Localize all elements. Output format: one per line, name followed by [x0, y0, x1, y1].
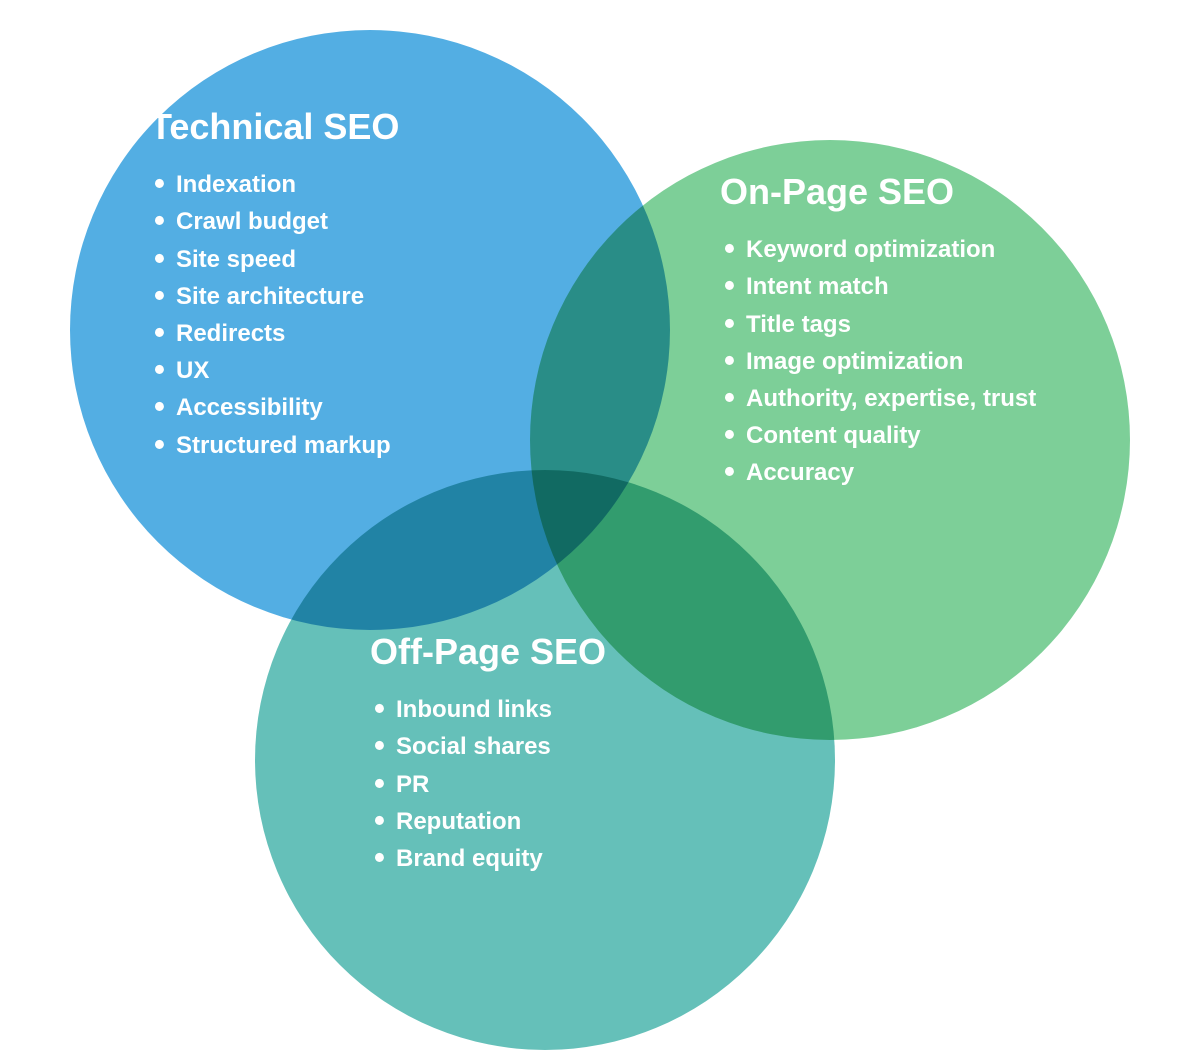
list-item: Reputation: [370, 803, 710, 840]
venn-list-onpage: Keyword optimizationIntent matchTitle ta…: [720, 231, 1080, 491]
venn-title-onpage: On-Page SEO: [720, 170, 1080, 213]
list-item: Image optimization: [720, 343, 1080, 380]
list-item: Structured markup: [150, 427, 510, 464]
list-item: Site architecture: [150, 278, 510, 315]
venn-list-technical: IndexationCrawl budgetSite speedSite arc…: [150, 166, 510, 464]
list-item: PR: [370, 766, 710, 803]
venn-list-offpage: Inbound linksSocial sharesPRReputationBr…: [370, 691, 710, 877]
list-item: Intent match: [720, 268, 1080, 305]
list-item: UX: [150, 352, 510, 389]
venn-content-offpage: Off-Page SEO Inbound linksSocial sharesPR…: [370, 630, 710, 877]
venn-title-technical: Technical SEO: [150, 105, 510, 148]
list-item: Accessibility: [150, 389, 510, 426]
list-item: Indexation: [150, 166, 510, 203]
list-item: Title tags: [720, 306, 1080, 343]
venn-title-offpage: Off-Page SEO: [370, 630, 710, 673]
list-item: Brand equity: [370, 840, 710, 877]
list-item: Site speed: [150, 241, 510, 278]
list-item: Social shares: [370, 728, 710, 765]
list-item: Redirects: [150, 315, 510, 352]
list-item: Authority, expertise, trust: [720, 380, 1080, 417]
list-item: Crawl budget: [150, 203, 510, 240]
venn-diagram: Technical SEOIndexationCrawl budgetSite …: [0, 0, 1200, 1057]
list-item: Content quality: [720, 417, 1080, 454]
list-item: Keyword optimization: [720, 231, 1080, 268]
list-item: Inbound links: [370, 691, 710, 728]
venn-content-onpage: On-Page SEO Keyword optimizationIntent ma…: [720, 170, 1080, 492]
list-item: Accuracy: [720, 454, 1080, 491]
venn-content-technical: Technical SEOIndexationCrawl budgetSite …: [150, 105, 510, 464]
